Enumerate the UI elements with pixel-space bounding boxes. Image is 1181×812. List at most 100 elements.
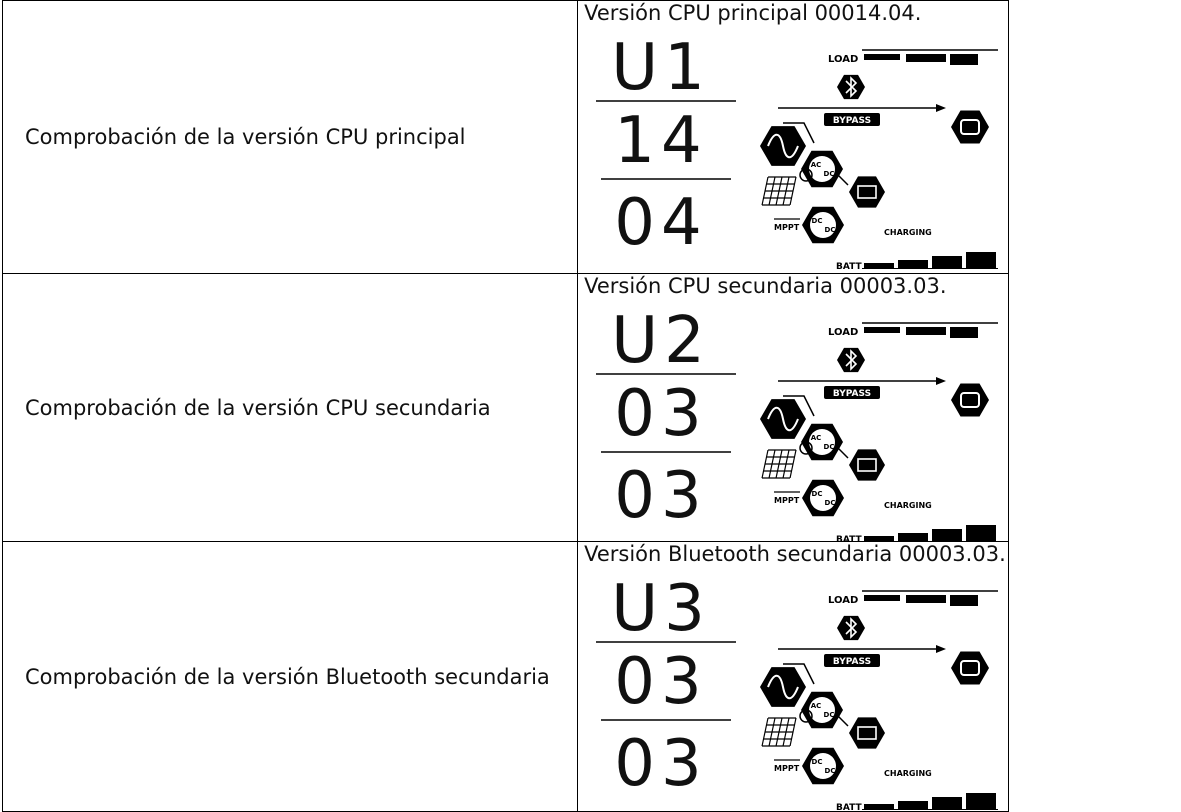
lcd-label: BYPASS [833, 657, 871, 667]
lcd-digits: U3 [611, 572, 711, 646]
lcd-label: BATT [836, 262, 862, 269]
arrow-head [936, 377, 947, 385]
sine [767, 133, 800, 159]
batt-bar [898, 533, 929, 541]
lcd-label: CHARGING [884, 228, 932, 237]
lcd-label: AC [811, 434, 822, 442]
batt-bar [932, 529, 963, 541]
batt-bar [966, 252, 997, 268]
caption: Versión CPU principal 00014.04. [584, 1, 922, 25]
lcd-label: DC [824, 711, 835, 719]
sun [799, 441, 813, 455]
inverter-ring [809, 156, 836, 182]
lcd-label: AC [811, 702, 822, 710]
load-bar [864, 327, 901, 333]
batt-bar [898, 260, 929, 268]
batt-bar [864, 804, 895, 809]
version-table: Comprobación de la versión CPU principal… [1, 0, 1009, 812]
display-cell: Versión CPU secundaria 00003.03. U2 03 03 LO… [577, 273, 1009, 542]
battery-icon [849, 176, 886, 208]
bypass-box [824, 113, 881, 126]
batt-bar [966, 793, 997, 809]
lcd-label: DC [825, 226, 836, 234]
table-row: Comprobación de la versión CPU principal… [1, 0, 1009, 274]
lcd-digits: 03 [614, 727, 707, 801]
charger-ring [810, 485, 837, 511]
lcd-label: LOAD [828, 54, 858, 65]
sun [799, 709, 813, 723]
sine [767, 674, 800, 700]
lcd-label: CHARGING [884, 769, 932, 778]
caption: Versión CPU secundaria 00003.03. [584, 274, 947, 298]
connector [837, 174, 849, 186]
bypass-box [824, 386, 881, 399]
description-cell: Comprobación de la versión Bluetooth sec… [1, 541, 579, 812]
battery-symbol [857, 726, 877, 740]
lcd-label: BYPASS [833, 389, 871, 399]
connector [837, 447, 849, 459]
solar-grid [789, 718, 797, 746]
charger-ring [810, 212, 837, 238]
lcd-label: DC [812, 217, 823, 225]
table-row: Comprobación de la versión Bluetooth sec… [1, 541, 1009, 812]
description-cell: Comprobación de la versión CPU secundari… [1, 273, 579, 542]
lcd-label: AC [811, 161, 822, 169]
sun [799, 168, 813, 182]
lcd-label: DC [812, 490, 823, 498]
charger-ring [810, 753, 837, 779]
load-bar [950, 595, 979, 606]
lcd-label: MPPT [774, 496, 800, 505]
solar-grid [782, 177, 790, 205]
lcd-label: BATT [836, 535, 862, 542]
battery-icon [849, 449, 886, 481]
lcd-digits: 04 [614, 186, 707, 260]
lcd-digits: 03 [614, 377, 707, 451]
solar-grid [782, 450, 790, 478]
bluetooth-symbol [845, 76, 858, 98]
solar-grid [761, 450, 769, 478]
load-bar [864, 595, 901, 601]
load-bar [906, 54, 947, 62]
inverter-ring [809, 429, 836, 455]
load-bar [864, 54, 901, 60]
lcd-digits: 14 [614, 104, 707, 178]
batt-bar [864, 263, 895, 268]
solar-icon [761, 449, 797, 479]
lcd-label: DC [812, 758, 823, 766]
connector [783, 395, 815, 417]
output-icon [951, 383, 990, 417]
arrow-head [936, 645, 947, 653]
lcd-digits: 03 [614, 645, 707, 719]
lcd-label: DC [825, 767, 836, 775]
solar-icon [761, 717, 797, 747]
lcd-label: DC [824, 443, 835, 451]
load-bar [906, 327, 947, 335]
output-symbol [960, 119, 981, 135]
load-bar [906, 595, 947, 603]
output-symbol [960, 660, 981, 676]
batt-bar [864, 536, 895, 541]
connector [837, 715, 849, 727]
lcd-label: LOAD [828, 595, 858, 606]
battery-symbol [857, 458, 877, 472]
caption: Versión Bluetooth secundaria 00003.03. [584, 542, 1006, 566]
batt-bar [966, 525, 997, 541]
arrow-head [936, 104, 947, 112]
lcd-label: BATT [836, 803, 862, 810]
battery-symbol [857, 185, 877, 199]
bluetooth-symbol [845, 617, 858, 639]
sine [767, 406, 800, 432]
table-row: Comprobación de la versión CPU secundari… [1, 273, 1009, 542]
connector [783, 663, 815, 685]
output-icon [951, 651, 990, 685]
inverter-ring [809, 697, 836, 723]
lcd-label: CHARGING [884, 501, 932, 510]
batt-bar [932, 797, 963, 809]
solar-grid [782, 718, 790, 746]
lcd-digits: U2 [611, 304, 711, 378]
batt-bar [898, 801, 929, 809]
lcd-digits: 03 [614, 459, 707, 533]
